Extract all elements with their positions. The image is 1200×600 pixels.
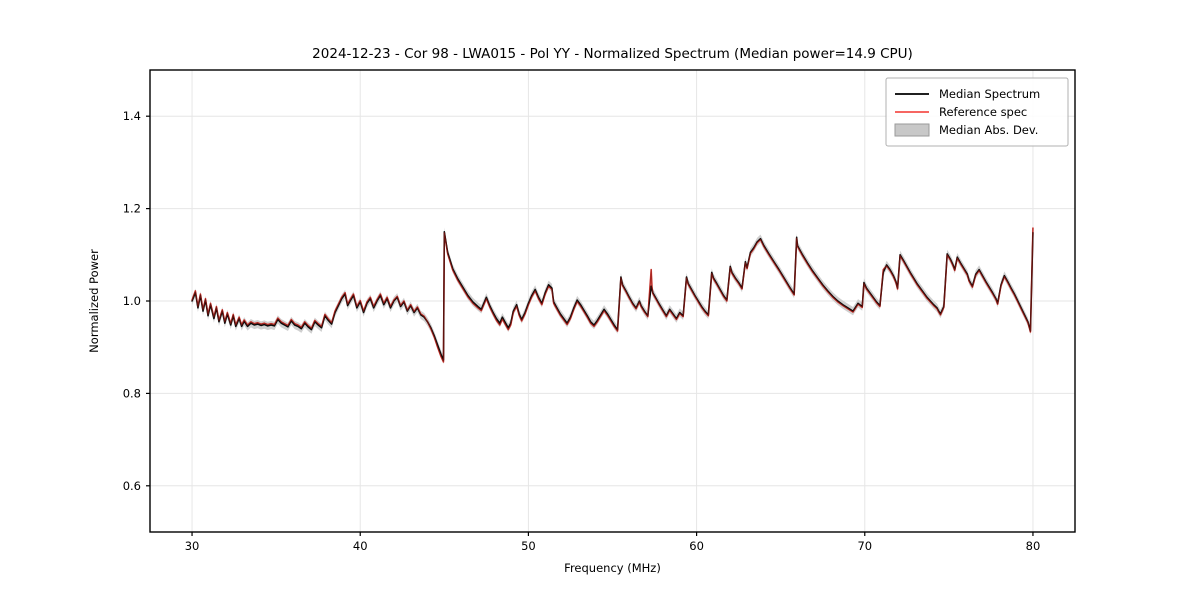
y-tick-label: 1.4 [123,109,141,123]
x-tick-label: 80 [1026,539,1041,553]
y-axis-label: Normalized Power [87,249,101,353]
y-tick-label: 1.0 [123,294,141,308]
legend-box [885,77,1069,147]
data-layer [191,227,1034,365]
x-tick-label: 70 [857,539,872,553]
x-tick-label: 50 [521,539,536,553]
x-tick-label: 30 [185,539,200,553]
legend: Median Spectrum Reference spec Median Abs.… [885,77,1069,147]
legend-swatch-median-abs-dev [894,123,930,137]
axis-ticks: 30 40 50 60 70 80 0.6 0.8 1.0 1.2 1.4 [123,109,1041,553]
x-tick-label: 60 [689,539,704,553]
y-tick-label: 0.6 [123,479,141,493]
chart-title: 2024-12-23 - Cor 98 - LWA015 - Pol YY - … [312,46,913,62]
y-tick-label: 1.2 [123,202,141,216]
overlap-line [191,227,1034,363]
legend-label-0: Median Spectrum [939,87,1040,101]
y-tick-label: 0.8 [123,386,141,400]
x-axis-label: Frequency (MHz) [564,561,661,575]
legend-label-2: Median Abs. Dev. [939,123,1038,137]
gridlines [150,70,1075,532]
x-tick-label: 40 [353,539,368,553]
legend-label-1: Reference spec [939,105,1027,119]
